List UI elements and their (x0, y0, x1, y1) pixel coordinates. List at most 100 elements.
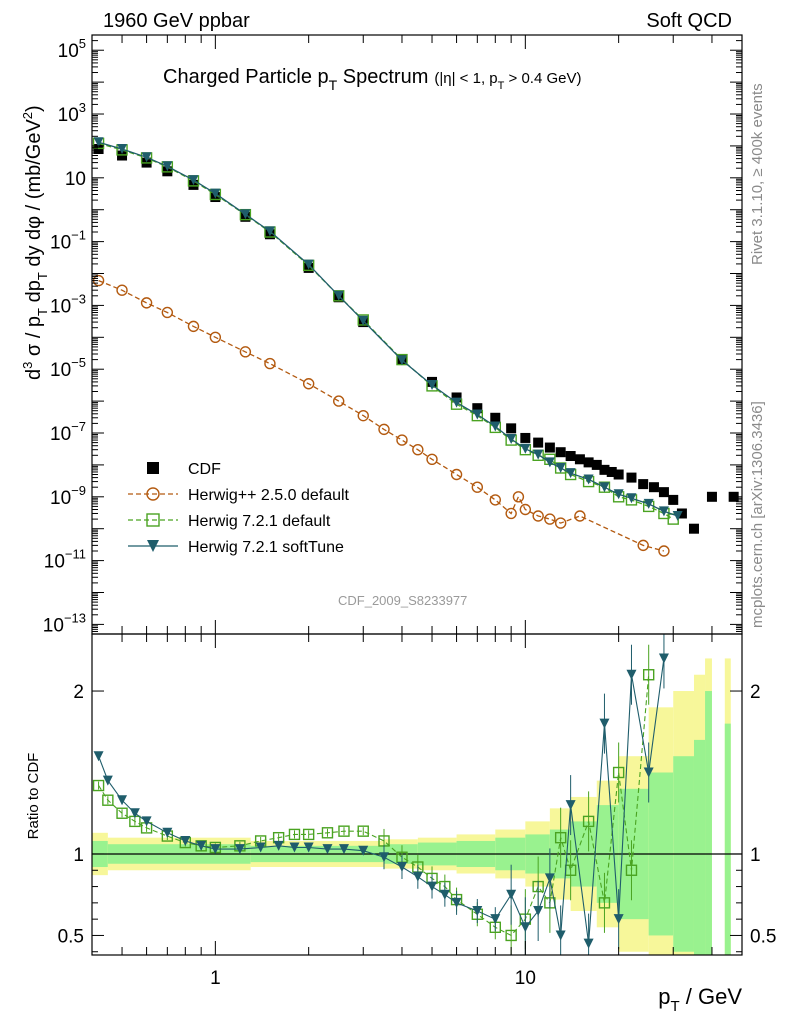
ratio-point-softtune (162, 827, 173, 838)
ratio-axes: 0.5 0.5 1 1 2 2 1 10 (58, 633, 776, 989)
data-point-cdf (583, 457, 594, 468)
series-line-herwigpp (98, 279, 665, 552)
data-point-cdf (599, 464, 610, 475)
data-point-herwigpp (450, 468, 463, 481)
data-point-softtune (490, 421, 501, 432)
data-point-softtune (427, 379, 438, 390)
ratio-y-tick-label: 0.5 (58, 926, 84, 947)
data-point-herwigpp (161, 306, 174, 319)
data-point-cdf (490, 412, 501, 423)
ratio-ylabel: Ratio to CDF (25, 753, 42, 840)
y-tick-label: 10−11 (44, 547, 86, 573)
data-point-softtune (117, 144, 128, 155)
legend-marker-herwigpp (146, 487, 160, 501)
data-point-cdf (626, 472, 637, 483)
data-point-herwigpp (333, 395, 345, 407)
legend-item-herwig721: Herwig 7.2.1 default (128, 513, 331, 530)
legend: CDF Herwig++ 2.5.0 default Herwig 7.2.1 de… (128, 461, 350, 556)
data-point-softtune (188, 175, 199, 186)
data-point-herwigpp (544, 513, 556, 525)
data-point-herwigpp (116, 284, 128, 296)
ratio-point-softtune (544, 873, 555, 884)
ratio-point-herwig721 (612, 766, 625, 779)
data-point-cdf (555, 447, 566, 458)
y-tick-label: 10−13 (43, 610, 86, 636)
data-point-softtune (333, 290, 344, 301)
y-tick-label: 10 (65, 169, 86, 190)
ratio-point-softtune (303, 842, 314, 853)
legend-item-herwigpp: Herwig++ 2.5.0 default (128, 487, 350, 504)
data-point-softtune (533, 449, 544, 460)
ratio-point-softtune (358, 845, 369, 856)
header-right: Soft QCD (646, 10, 732, 32)
ratio-y-tick-label-right: 2 (750, 682, 761, 703)
data-point-softtune (358, 315, 369, 326)
data-point-cdf (668, 494, 679, 505)
data-point-herwigpp (519, 503, 532, 516)
ratio-point-softtune (234, 844, 245, 855)
ratio-panel: 0.5 0.5 1 1 2 2 1 10 (58, 633, 776, 989)
legend-label-cdf: CDF (188, 461, 221, 478)
data-point-herwigpp (239, 346, 252, 358)
ratio-point-herwig721 (92, 779, 105, 792)
data-point-herwigpp (574, 510, 586, 522)
ratio-point-herwig721 (505, 929, 517, 942)
data-point-softtune (264, 226, 275, 237)
ratio-point-softtune (439, 889, 450, 900)
ratio-point-softtune (273, 840, 284, 851)
ratio-point-softtune (379, 852, 390, 863)
band-inner (693, 739, 706, 955)
data-point-herwigpp (357, 409, 369, 422)
ratio-point-herwig721 (102, 794, 114, 806)
data-point-softtune (162, 161, 173, 172)
ratio-point-softtune (613, 914, 624, 925)
ratio-point-herwig721 (625, 864, 638, 876)
data-point-herwigpp (426, 453, 438, 465)
data-point-cdf (520, 432, 531, 443)
ratio-series-herwig721 (92, 644, 655, 955)
ratio-y-tick-label-right: 1 (750, 845, 761, 866)
analysis-id: CDF_2009_S8233977 (338, 593, 467, 608)
data-point-herwigpp (187, 320, 200, 333)
ratio-point-softtune (180, 835, 191, 846)
ratio-point-softtune (506, 889, 517, 900)
data-point-softtune (303, 259, 314, 270)
ratio-point-softtune (472, 906, 483, 917)
data-point-herwigpp (489, 494, 501, 506)
ratio-point-herwig721 (598, 897, 611, 909)
x-tick-label: 1 (210, 968, 221, 989)
data-point-herwigpp (209, 331, 222, 344)
ratio-point-softtune (102, 775, 113, 786)
main-marks (92, 137, 739, 557)
data-point-cdf (676, 508, 687, 519)
band-inner (724, 723, 731, 955)
ratio-point-softtune (412, 871, 423, 882)
ratio-series-softtune (93, 634, 669, 955)
data-point-herwigpp (554, 517, 567, 529)
main-panel: 105 103 10 10−1 10−3 10−5 10−7 10−9 10−11 10−13 (43, 34, 743, 636)
data-point-cdf (658, 487, 669, 498)
ratio-point-herwig721 (582, 815, 595, 828)
data-point-softtune (583, 474, 594, 485)
data-point-cdf (472, 403, 483, 414)
ratio-point-softtune (93, 751, 104, 762)
data-point-cdf (533, 437, 544, 448)
legend-label-herwigpp: Herwig++ 2.5.0 default (188, 487, 350, 504)
data-point-softtune (506, 433, 517, 444)
ratio-point-softtune (210, 844, 221, 855)
data-point-herwigpp (302, 378, 315, 390)
ratio-y-tick-label-right: 0.5 (750, 926, 776, 947)
ratio-point-softtune (338, 844, 349, 855)
ratio-point-softtune (533, 906, 544, 917)
data-point-cdf (706, 491, 717, 502)
data-point-cdf (544, 442, 555, 453)
data-point-softtune (451, 397, 462, 408)
header-left: 1960 GeV ppbar (103, 10, 250, 32)
data-point-herwigpp (412, 443, 424, 456)
x-axis-label: pT / GeV (658, 984, 742, 1015)
x-tick-label: 10 (515, 968, 536, 989)
legend-item-cdf: CDF (147, 461, 221, 478)
ratio-point-herwig721 (288, 828, 301, 841)
y-tick-label: 10−7 (50, 419, 86, 445)
data-point-softtune (565, 468, 576, 479)
